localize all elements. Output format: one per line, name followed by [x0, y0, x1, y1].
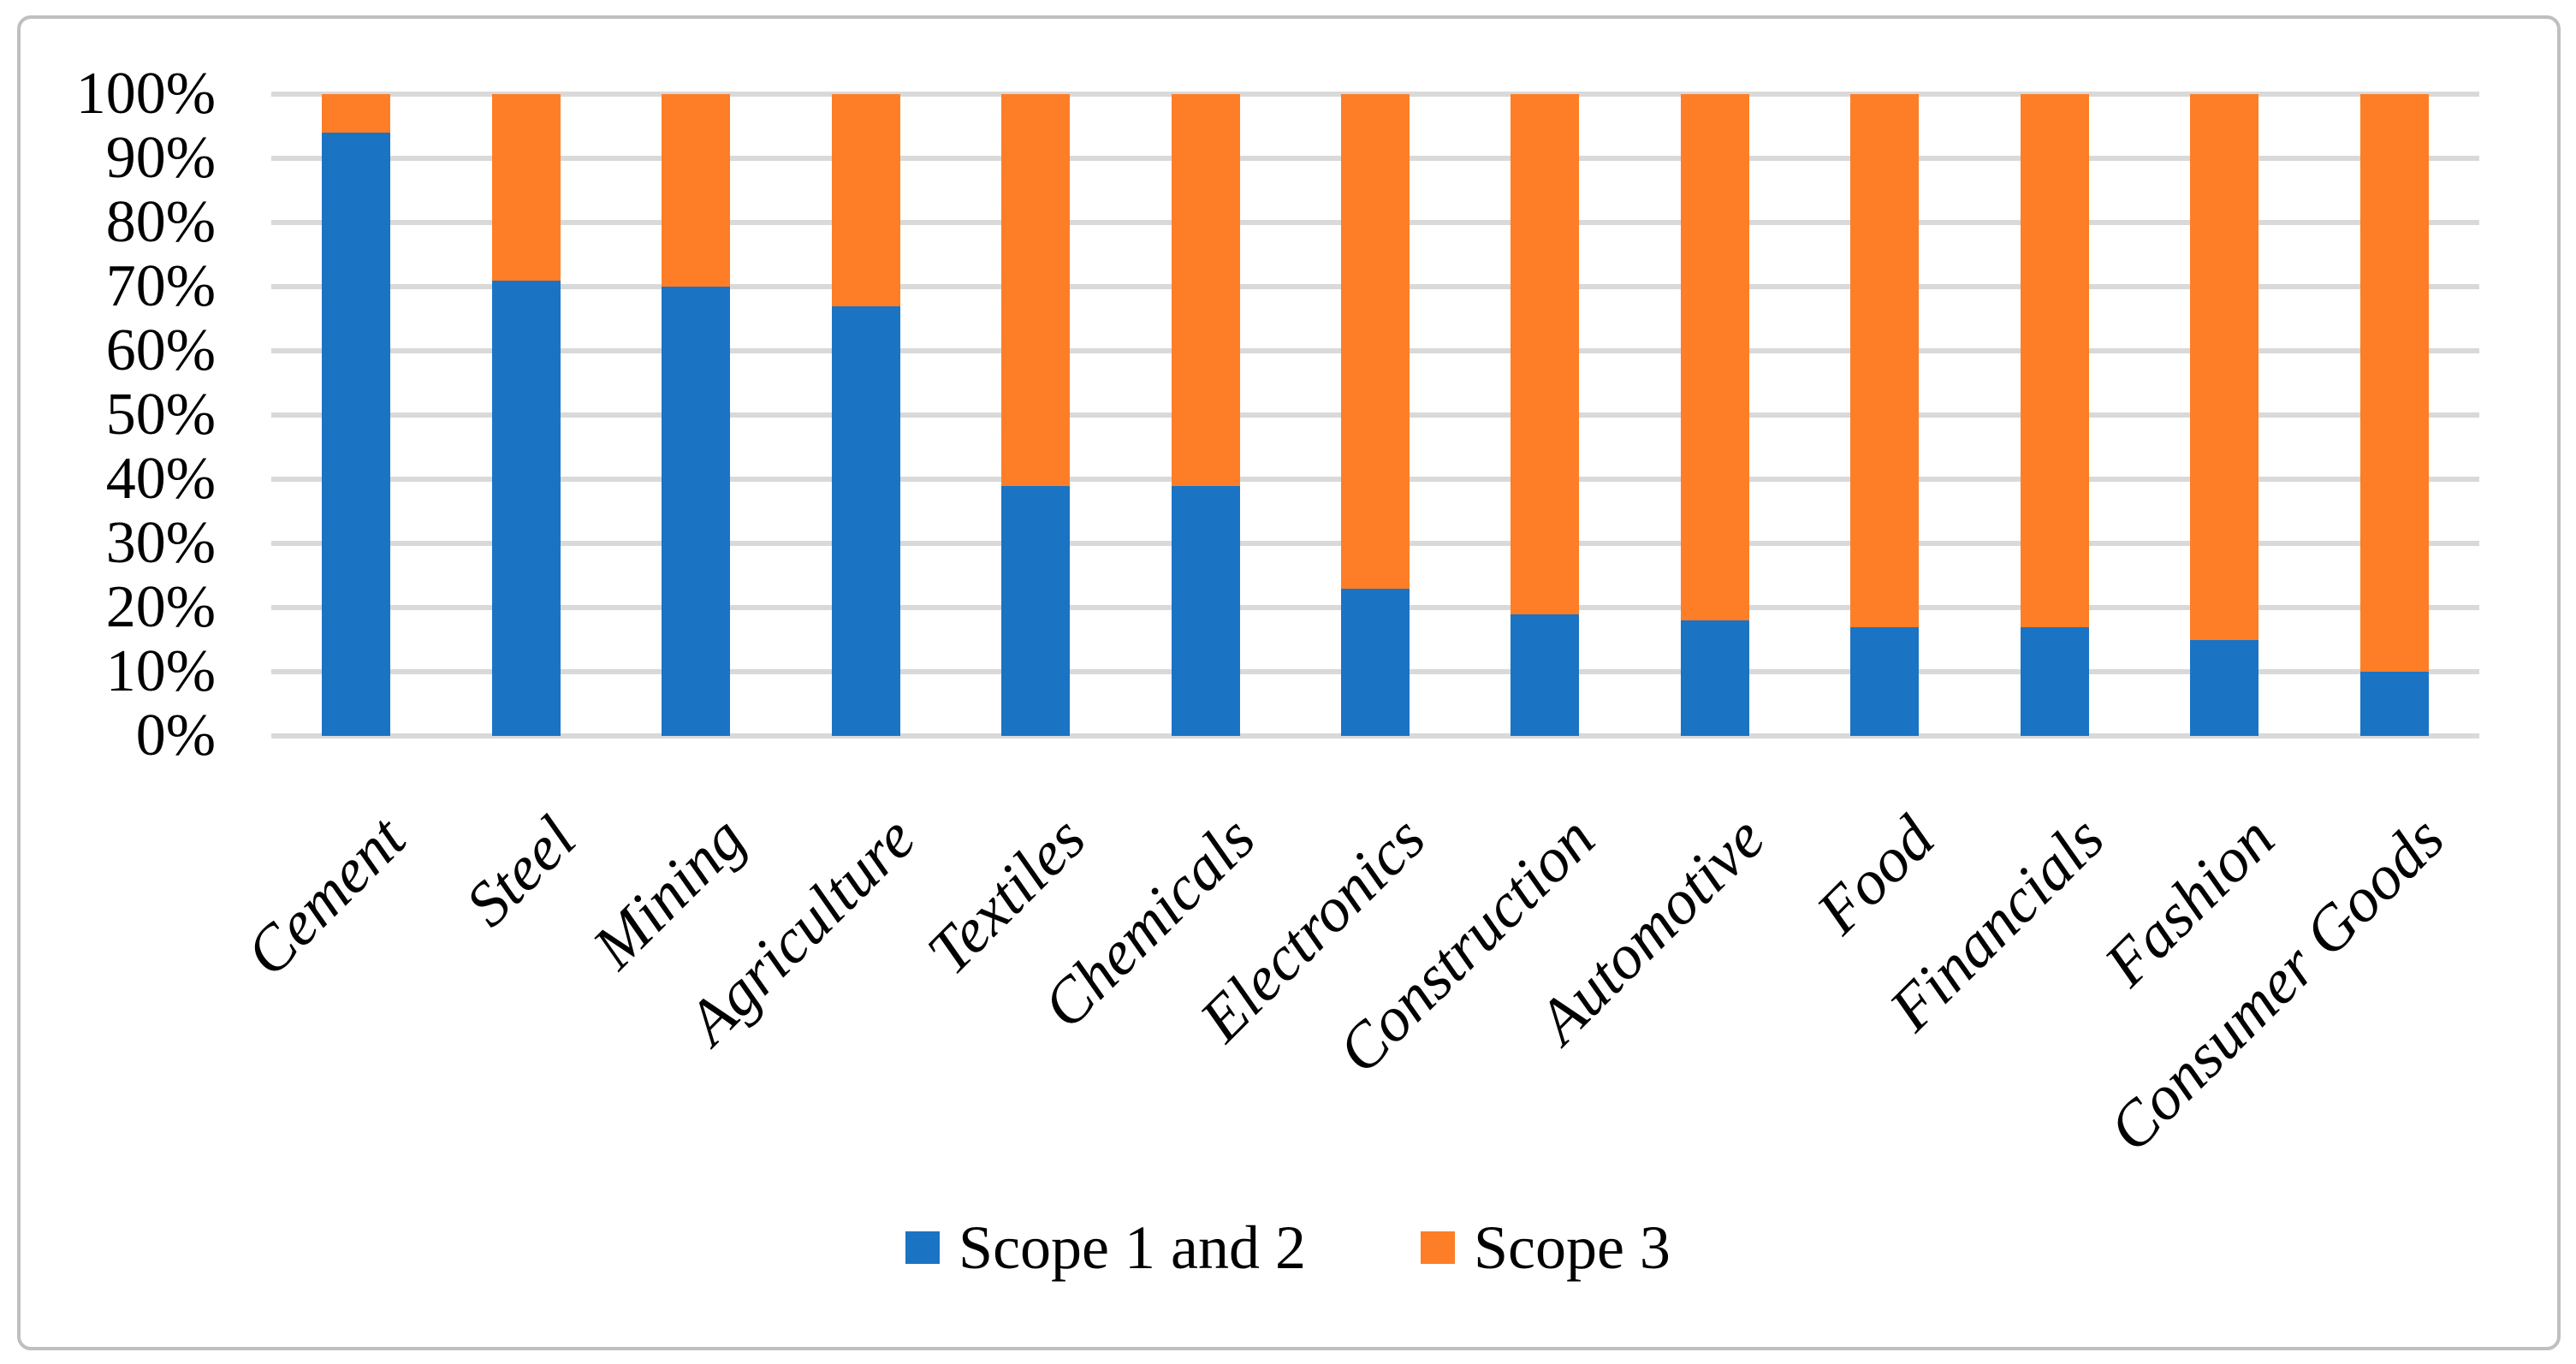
bar-cement-scope-3: [322, 94, 391, 133]
bar-automotive-scope-3: [1680, 94, 1749, 620]
bar-mining-scope-3: [662, 94, 731, 287]
bar-steel-scope-3: [491, 94, 561, 281]
bar-food-scope-3: [1850, 94, 1920, 627]
y-axis-tick-label: 30%: [105, 510, 216, 576]
bar-cement-scope-1-and-2: [322, 133, 391, 736]
y-axis-tick-label: 100%: [75, 61, 216, 127]
y-axis-tick-label: 0%: [135, 703, 216, 768]
bar-textiles-scope-3: [1001, 94, 1071, 486]
bar-consumer-goods-scope-1-and-2: [2359, 672, 2429, 736]
bar-mining-scope-1-and-2: [662, 287, 731, 736]
legend-item-scope-3: Scope 3: [1420, 1213, 1671, 1282]
x-axis-label-food: Food: [1803, 803, 1949, 948]
legend: Scope 1 and 2 Scope 3: [0, 1213, 2576, 1282]
bar-food-scope-1-and-2: [1850, 626, 1920, 736]
bar-textiles-scope-1-and-2: [1001, 485, 1071, 736]
bar-fashion-scope-3: [2190, 94, 2259, 640]
legend-swatch-icon: [905, 1231, 941, 1264]
x-axis-label-steel: Steel: [452, 803, 590, 940]
y-axis-tick-label: 20%: [105, 574, 216, 640]
y-axis-tick-label: 50%: [105, 382, 216, 448]
bar-automotive-scope-1-and-2: [1680, 620, 1749, 736]
bar-consumer-goods-scope-3: [2359, 94, 2429, 672]
bar-financials-scope-1-and-2: [2020, 626, 2089, 736]
bar-construction-scope-3: [1511, 94, 1580, 614]
bar-electronics-scope-1-and-2: [1341, 588, 1410, 736]
bar-construction-scope-1-and-2: [1511, 614, 1580, 736]
bar-financials-scope-3: [2020, 94, 2089, 627]
bar-fashion-scope-1-and-2: [2190, 639, 2259, 736]
legend-item-scope-1-and-2: Scope 1 and 2: [905, 1213, 1306, 1282]
gridline-0%: [271, 733, 2479, 738]
legend-label: Scope 1 and 2: [959, 1213, 1306, 1282]
bar-electronics-scope-3: [1341, 94, 1410, 589]
y-axis-tick-label: 60%: [105, 317, 216, 383]
bar-agriculture-scope-1-and-2: [831, 305, 900, 736]
bar-chemicals-scope-3: [1171, 94, 1240, 486]
bar-agriculture-scope-3: [831, 94, 900, 306]
legend-label: Scope 3: [1473, 1213, 1671, 1282]
y-axis-tick-label: 70%: [105, 253, 216, 319]
bar-chemicals-scope-1-and-2: [1171, 485, 1240, 736]
x-axis-label-cement: Cement: [233, 803, 419, 990]
bar-steel-scope-1-and-2: [491, 280, 561, 736]
legend-swatch-icon: [1420, 1231, 1455, 1264]
y-axis-tick-label: 40%: [105, 446, 216, 512]
y-axis-tick-label: 80%: [105, 189, 216, 255]
y-axis-tick-label: 90%: [105, 125, 216, 191]
y-axis-tick-label: 10%: [105, 638, 216, 704]
